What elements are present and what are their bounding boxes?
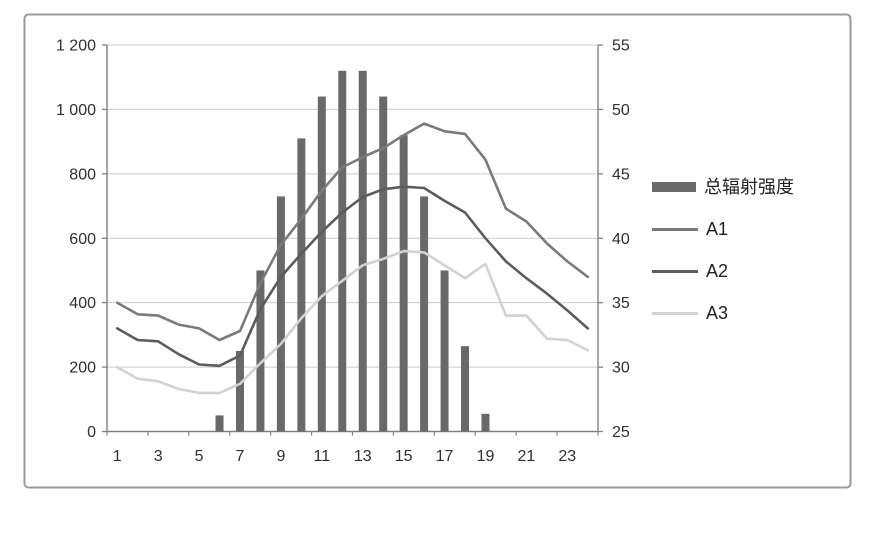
bar bbox=[461, 346, 470, 432]
x-tick-label: 7 bbox=[236, 448, 245, 465]
bar bbox=[215, 415, 224, 432]
x-tick-label: 9 bbox=[276, 448, 285, 465]
line-A2 bbox=[115, 185, 590, 368]
bar bbox=[338, 70, 347, 432]
legend-line-swatch-a1 bbox=[652, 227, 698, 231]
y-right-tick-label: 40 bbox=[612, 231, 630, 248]
bar bbox=[481, 413, 490, 432]
legend-label-a3: A3 bbox=[706, 303, 729, 323]
legend-label-a2: A2 bbox=[706, 261, 729, 281]
x-tick-label: 11 bbox=[314, 448, 331, 465]
x-tick-label: 15 bbox=[395, 448, 413, 465]
legend-bar-swatch bbox=[652, 182, 696, 192]
legend-item-a2: A2 bbox=[652, 262, 794, 280]
y-left-tick-label: 1 200 bbox=[56, 38, 96, 55]
y-right-tick-label: 25 bbox=[612, 424, 630, 441]
x-tick-label: 23 bbox=[558, 448, 576, 465]
bar bbox=[235, 350, 244, 432]
legend-item-a1: A1 bbox=[652, 220, 794, 238]
bar bbox=[379, 96, 388, 432]
bar bbox=[358, 70, 367, 432]
bar bbox=[399, 135, 408, 432]
bar bbox=[276, 196, 285, 432]
legend-line-swatch-a2 bbox=[652, 269, 698, 273]
y-left-tick-label: 400 bbox=[69, 295, 96, 312]
legend-line-swatch-a3 bbox=[652, 311, 698, 315]
legend: 总辐射强度 A1 A2 A3 bbox=[652, 178, 794, 322]
bar bbox=[317, 96, 326, 432]
legend-item-a3: A3 bbox=[652, 304, 794, 322]
x-tick-label: 3 bbox=[154, 448, 163, 465]
y-left-tick-label: 1 000 bbox=[56, 102, 96, 119]
x-tick-label: 17 bbox=[436, 448, 454, 465]
legend-item-bars: 总辐射强度 bbox=[652, 178, 794, 196]
y-left-tick-label: 0 bbox=[87, 424, 96, 441]
y-left-tick-label: 800 bbox=[69, 166, 96, 183]
x-tick-label: 1 bbox=[113, 448, 122, 465]
x-tick-label: 5 bbox=[195, 448, 204, 465]
y-right-tick-label: 50 bbox=[612, 102, 630, 119]
y-right-tick-label: 35 bbox=[612, 295, 630, 312]
x-tick-label: 21 bbox=[517, 448, 535, 465]
y-left-tick-label: 600 bbox=[69, 231, 96, 248]
bar bbox=[420, 196, 429, 432]
bar bbox=[297, 138, 306, 432]
x-tick-label: 13 bbox=[354, 448, 372, 465]
y-right-tick-label: 45 bbox=[612, 166, 630, 183]
y-right-tick-label: 30 bbox=[612, 360, 630, 377]
line-A1 bbox=[115, 122, 590, 342]
y-left-tick-label: 200 bbox=[69, 360, 96, 377]
line-A3 bbox=[115, 249, 590, 395]
legend-label-bars: 总辐射强度 bbox=[704, 177, 794, 197]
bar bbox=[256, 270, 265, 432]
x-tick-label: 19 bbox=[477, 448, 495, 465]
y-right-tick-label: 55 bbox=[612, 38, 630, 55]
chart-frame-border bbox=[23, 13, 852, 489]
legend-label-a1: A1 bbox=[706, 219, 729, 239]
bar bbox=[440, 270, 449, 432]
